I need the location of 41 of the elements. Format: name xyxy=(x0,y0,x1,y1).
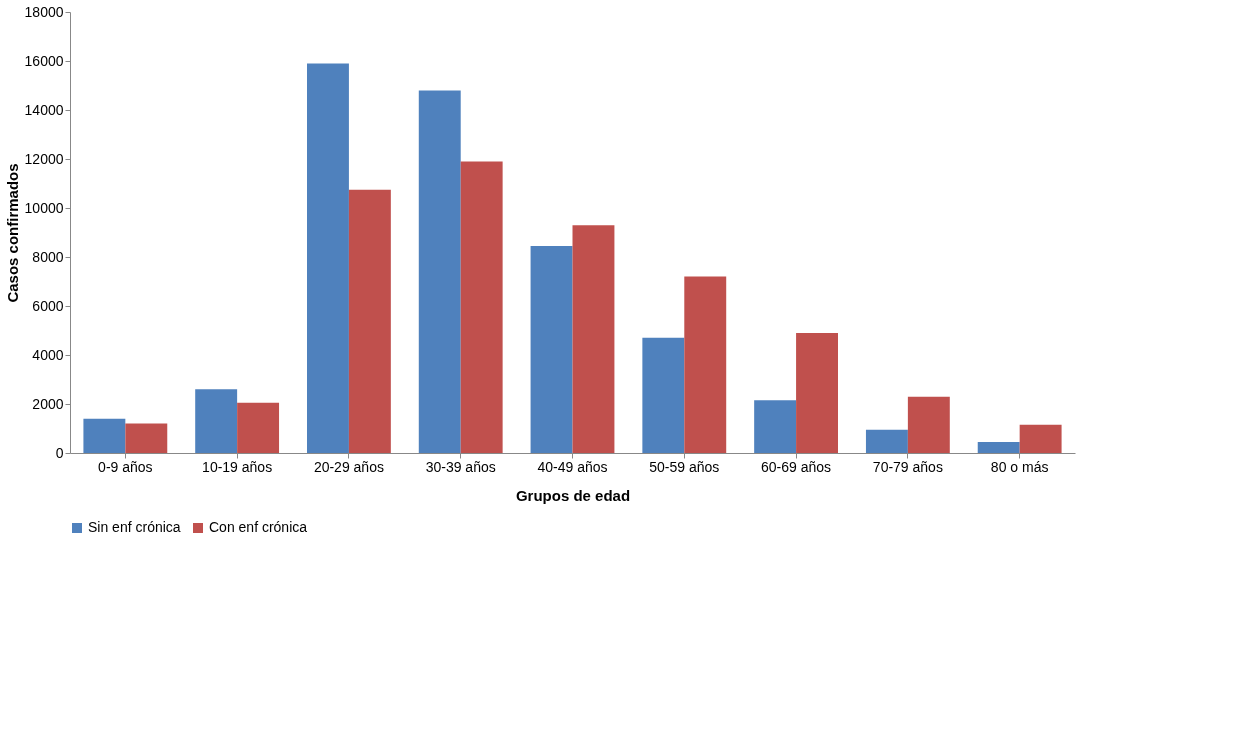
y-tick-label: 0 xyxy=(55,444,64,461)
bar xyxy=(754,400,797,453)
bar xyxy=(530,245,573,453)
x-tick-label: 70-79 años xyxy=(872,458,943,475)
bar xyxy=(237,402,280,453)
bar xyxy=(796,332,838,453)
x-tick-label: 50-59 años xyxy=(649,458,720,475)
x-tick-label: 60-69 años xyxy=(761,458,832,475)
x-axis-title: Grupos de edad xyxy=(515,486,631,504)
y-tick-label: 6000 xyxy=(32,297,64,314)
legend-label: Sin enf crónica xyxy=(88,519,181,535)
y-tick-label: 18000 xyxy=(24,3,64,20)
bar xyxy=(684,276,727,453)
legend-label: Con enf crónica xyxy=(209,519,308,535)
bar xyxy=(865,429,908,453)
x-tick-label: 80 o más xyxy=(990,458,1049,475)
bar xyxy=(1019,424,1062,453)
bar xyxy=(307,63,349,453)
y-axis-title: Casos confirmados xyxy=(3,163,21,303)
y-tick-label: 2000 xyxy=(32,395,64,412)
bar xyxy=(195,389,238,453)
x-tick-label: 40-49 años xyxy=(537,458,608,475)
bar xyxy=(977,441,1020,453)
bar xyxy=(348,189,391,453)
bar xyxy=(572,225,615,453)
y-tick-label: 4000 xyxy=(32,346,64,363)
bar xyxy=(907,396,950,453)
y-tick-label: 8000 xyxy=(32,248,64,265)
y-tick-label: 16000 xyxy=(24,52,64,69)
x-tick-label: 30-39 años xyxy=(425,458,496,475)
bar xyxy=(642,337,685,453)
y-tick-label: 10000 xyxy=(24,199,64,216)
x-tick-label: 0-9 años xyxy=(98,458,153,475)
bar xyxy=(418,90,461,453)
bar xyxy=(460,161,503,453)
y-tick-label: 14000 xyxy=(24,101,64,118)
bar xyxy=(125,423,168,453)
bar xyxy=(83,418,126,453)
x-tick-label: 20-29 años xyxy=(313,458,384,475)
x-tick-label: 10-19 años xyxy=(202,458,273,475)
y-tick-label: 12000 xyxy=(24,150,64,167)
